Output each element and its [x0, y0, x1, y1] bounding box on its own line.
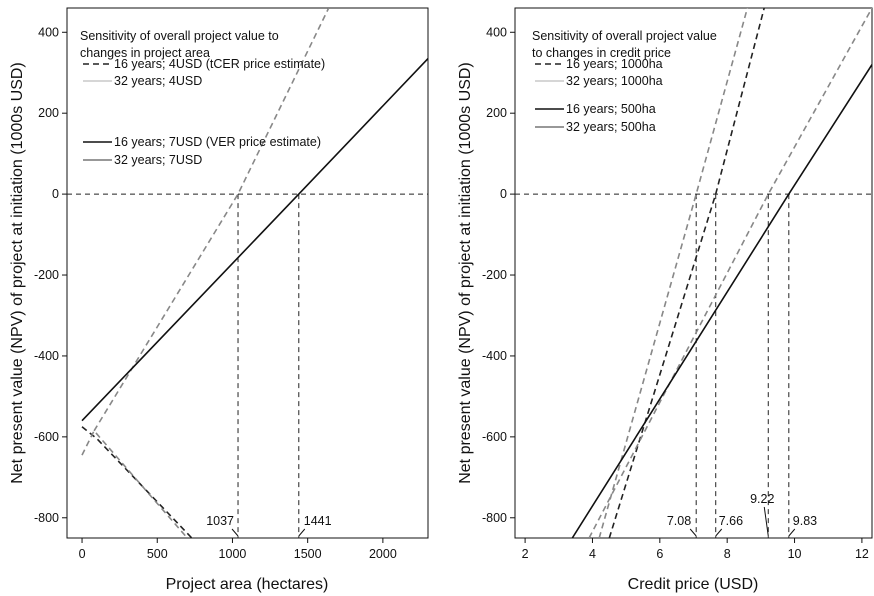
series-line — [571, 64, 872, 538]
chart-title-line-1: Sensitivity of overall project value — [532, 29, 717, 43]
breakeven-leader — [231, 528, 239, 537]
x-tick-label: 1500 — [294, 547, 322, 561]
y-tick-label: -600 — [482, 430, 507, 444]
axis-ticks: 2 4 6 8 10 12 -800 -600 -400 -200 0 200 400 — [482, 25, 869, 561]
legend-label: 32 years; 1000ha — [566, 74, 663, 88]
breakeven-leader — [788, 528, 796, 537]
x-axis-title: Credit price (USD) — [628, 576, 759, 593]
series-line — [93, 8, 330, 432]
chart-title-line-1: Sensitivity of overall project value to — [80, 29, 279, 43]
legend-label: 32 years; 4USD — [114, 74, 202, 88]
legend-label: 16 years; 1000ha — [566, 57, 663, 71]
breakeven-label: 7.66 — [719, 514, 743, 528]
y-tick-label: -800 — [482, 511, 507, 525]
x-tick-label: 8 — [724, 547, 731, 561]
data-lines — [81, 8, 428, 538]
y-tick-label: -800 — [34, 511, 59, 525]
y-tick-label: 200 — [38, 106, 59, 120]
legend-label: 32 years; 500ha — [566, 120, 656, 134]
x-tick-label: 1000 — [219, 547, 247, 561]
x-tick-label: 4 — [589, 547, 596, 561]
y-tick-label: -600 — [34, 430, 59, 444]
series-line — [81, 426, 193, 538]
breakeven-leader — [298, 528, 306, 537]
x-tick-label: 2000 — [369, 547, 397, 561]
x-axis-title: Project area (hectares) — [166, 576, 329, 593]
chart-project-area: 0 500 1000 1500 2000-800-600-400-2000200400 … — [9, 7, 429, 593]
x-tick-label: 6 — [656, 547, 663, 561]
breakeven-leader — [689, 528, 697, 537]
series-line — [81, 429, 188, 538]
legend: 16 years; 1000ha 32 years; 1000ha 16 years… — [535, 57, 663, 134]
x-tick-label: 2 — [522, 547, 529, 561]
x-tick-label: 500 — [147, 547, 168, 561]
y-axis-title: Net present value (NPV) of project at in… — [9, 62, 26, 484]
y-axis-title: Net present value (NPV) of project at in… — [457, 62, 474, 484]
plot-frame — [66, 7, 429, 539]
y-tick-label: -400 — [34, 349, 59, 363]
breakeven-label: 1037 — [206, 514, 234, 528]
legend-label: 16 years; 4USD (tCER price estimate) — [114, 57, 325, 71]
y-tick-label: -200 — [482, 268, 507, 282]
y-tick-label: 0 — [52, 187, 59, 201]
breakeven-label: 9.83 — [793, 514, 817, 528]
plot-frame — [514, 7, 873, 539]
x-tick-label: 12 — [855, 547, 869, 561]
legend-label: 16 years; 7USD (VER price estimate) — [114, 135, 321, 149]
annotations: 1037 1441 — [206, 514, 332, 537]
legend-label: 32 years; 7USD — [114, 153, 202, 167]
annotations: 7.08 7.66 9.22 9.83 — [667, 492, 817, 537]
breakeven-label: 7.08 — [667, 514, 691, 528]
breakeven-label: 1441 — [304, 514, 332, 528]
series-line — [81, 58, 428, 422]
y-tick-label: -400 — [482, 349, 507, 363]
legend: 16 years; 4USD (tCER price estimate) 32 y… — [83, 57, 325, 167]
chart-title-line-2: changes in project area — [80, 46, 210, 60]
reference-lines — [515, 193, 872, 538]
y-tick-label: 400 — [38, 25, 59, 39]
series-line — [598, 8, 749, 538]
breakeven-leader — [763, 506, 769, 537]
reference-lines — [67, 193, 428, 538]
y-tick-label: 0 — [500, 187, 507, 201]
legend-label: 16 years; 500ha — [566, 102, 656, 116]
x-tick-label: 0 — [79, 547, 86, 561]
data-lines — [571, 8, 872, 538]
chart-title-line-2: to changes in credit price — [532, 46, 671, 60]
y-tick-label: 400 — [486, 25, 507, 39]
x-tick-label: 10 — [788, 547, 802, 561]
chart-credit-price: 2 4 6 8 10 12 -800 -600 -400 -200 0 200 400 7.08 7.66… — [457, 7, 873, 593]
breakeven-label: 9.22 — [750, 492, 774, 506]
axis-ticks: 0 500 1000 1500 2000 -800 -600 -400 -200 0 200 400 — [34, 25, 397, 561]
y-tick-label: 200 — [486, 106, 507, 120]
y-tick-label: -200 — [34, 268, 59, 282]
breakeven-leader — [715, 528, 723, 537]
